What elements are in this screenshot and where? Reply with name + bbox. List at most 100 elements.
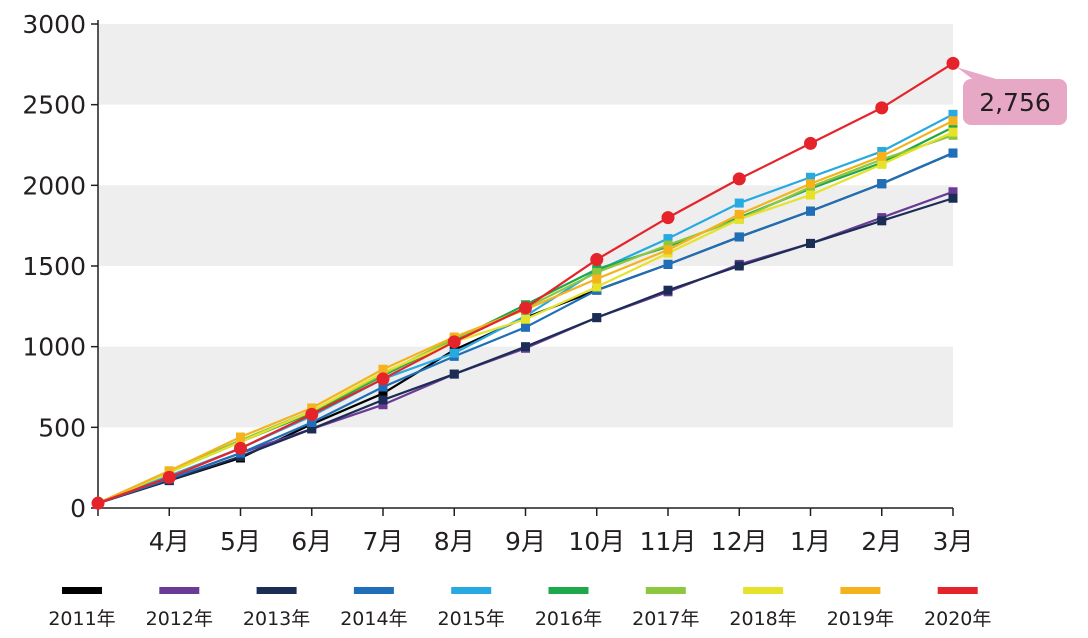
x-axis-ticks: 4月 5月 6月 7月 8月 9月 10月 11月 12月 1月 2月 3月 xyxy=(97,508,974,556)
x-tick-label: 8月 xyxy=(434,527,475,556)
data-point xyxy=(734,261,744,271)
x-tick-label: 4月 xyxy=(149,527,190,556)
legend-item: 2015年 xyxy=(438,587,505,630)
x-tick-label: 2月 xyxy=(861,527,902,556)
data-point xyxy=(877,159,887,169)
data-point xyxy=(521,314,530,324)
legend-label: 2017年 xyxy=(632,608,699,630)
data-point xyxy=(91,496,105,510)
legend-swatch xyxy=(548,587,589,594)
data-point xyxy=(447,335,461,349)
legend-swatch xyxy=(256,587,297,594)
x-tick-label: 5月 xyxy=(220,527,261,556)
legend-item: 2011年 xyxy=(48,587,116,630)
data-point xyxy=(946,56,960,70)
data-point xyxy=(806,190,815,200)
data-point xyxy=(734,214,744,224)
data-point xyxy=(948,127,958,137)
data-point xyxy=(948,122,958,132)
x-tick-label: 12月 xyxy=(711,527,768,556)
data-point xyxy=(307,417,317,427)
data-point xyxy=(590,253,604,267)
legend-swatch xyxy=(451,587,492,594)
data-point xyxy=(592,313,602,323)
series-line xyxy=(97,62,954,505)
data-point xyxy=(948,116,958,126)
legend-item: 2020年 xyxy=(924,587,991,630)
x-tick-label: 3月 xyxy=(933,527,974,556)
legend-item: 2018年 xyxy=(729,587,797,630)
legend-swatch xyxy=(645,587,686,594)
data-point xyxy=(592,267,602,277)
data-point xyxy=(663,285,673,295)
data-point xyxy=(521,322,530,332)
data-point xyxy=(948,148,958,158)
legend-item: 2019年 xyxy=(827,587,894,630)
data-point xyxy=(806,172,815,182)
series-10 xyxy=(91,56,960,510)
legend-label: 2011年 xyxy=(48,608,115,630)
legend-swatch xyxy=(62,587,102,594)
data-point xyxy=(804,136,817,150)
legend-label: 2012年 xyxy=(146,608,213,630)
data-point xyxy=(521,342,530,352)
legend-swatch xyxy=(159,587,200,594)
data-point xyxy=(734,198,744,208)
y-tick-label: 2000 xyxy=(22,171,86,200)
x-tick-label: 11月 xyxy=(640,527,697,556)
data-point xyxy=(806,179,815,189)
data-point xyxy=(519,301,532,315)
legend-swatch xyxy=(937,587,978,594)
data-point xyxy=(378,400,388,410)
grid-band xyxy=(98,24,953,105)
data-point xyxy=(592,274,602,284)
legend-item: 2014年 xyxy=(340,587,408,630)
callout: 2,756 xyxy=(957,67,1067,125)
series-8 xyxy=(93,127,958,508)
y-axis-ticks: 0 500 1000 1500 2000 2500 3000 xyxy=(22,10,98,523)
legend-item: 2012年 xyxy=(146,587,213,630)
data-point xyxy=(376,372,390,386)
legend-swatch xyxy=(743,587,784,594)
data-point xyxy=(948,193,958,203)
data-point xyxy=(732,172,746,186)
callout-label: 2,756 xyxy=(979,88,1051,117)
x-tick-label: 7月 xyxy=(363,527,404,556)
y-tick-label: 500 xyxy=(38,413,86,442)
data-point xyxy=(663,245,673,255)
data-point xyxy=(734,232,744,242)
legend-label: 2019年 xyxy=(827,608,894,630)
data-point xyxy=(236,432,245,442)
data-point xyxy=(234,441,247,455)
data-point xyxy=(948,109,958,119)
data-point xyxy=(663,234,673,244)
grid-bands xyxy=(98,24,953,428)
legend-label: 2018年 xyxy=(729,608,796,630)
data-point xyxy=(877,216,887,226)
grid-band xyxy=(98,185,953,266)
data-point xyxy=(378,395,388,405)
data-point xyxy=(162,470,176,484)
data-point xyxy=(663,259,673,269)
data-point xyxy=(663,240,673,250)
data-point xyxy=(449,348,459,358)
x-tick-label: 9月 xyxy=(505,527,546,556)
grid-band xyxy=(98,346,953,428)
data-point xyxy=(378,382,388,392)
legend-item: 2017年 xyxy=(632,587,699,630)
callout-box xyxy=(963,79,1067,125)
data-point xyxy=(806,238,815,248)
legend-label: 2020年 xyxy=(924,608,991,630)
data-point xyxy=(378,364,388,374)
data-point xyxy=(305,407,319,421)
data-point xyxy=(875,101,889,115)
legend-item: 2013年 xyxy=(243,587,310,630)
y-tick-label: 0 xyxy=(70,494,86,523)
y-tick-label: 1000 xyxy=(22,333,86,362)
data-point xyxy=(877,146,887,156)
y-tick-label: 2500 xyxy=(22,91,86,120)
y-tick-label: 3000 xyxy=(22,10,86,39)
data-point xyxy=(877,179,887,189)
data-point xyxy=(307,424,317,434)
